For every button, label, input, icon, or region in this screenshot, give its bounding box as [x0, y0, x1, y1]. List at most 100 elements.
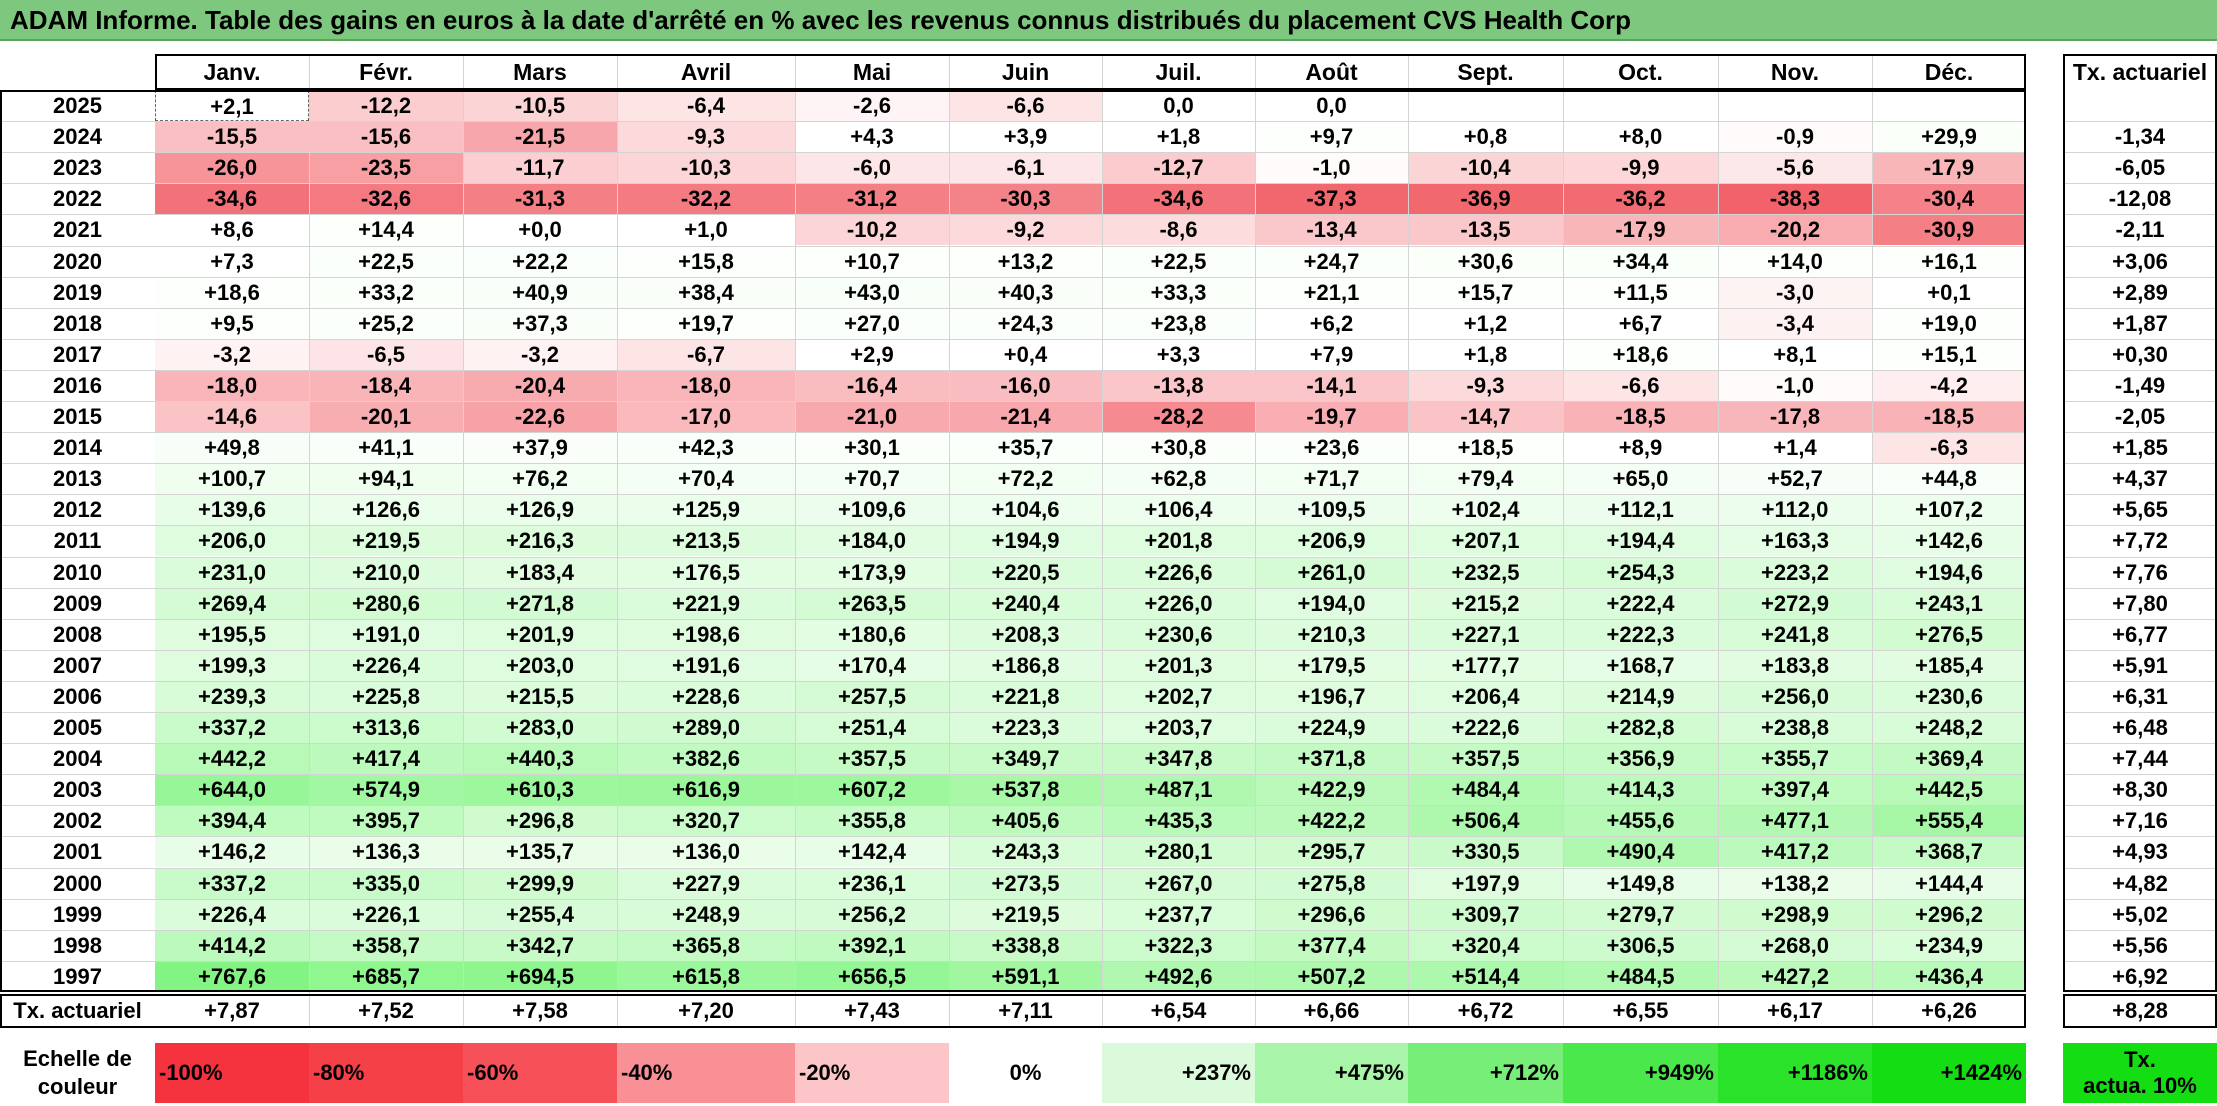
- table-cell: +24,3: [949, 307, 1102, 339]
- table-cell: +223,2: [1718, 556, 1872, 588]
- row-divider: [0, 369, 2026, 371]
- table-cell: +102,4: [1408, 494, 1563, 526]
- table-cell: +248,9: [617, 898, 795, 930]
- footer-cell: +7,87: [204, 997, 260, 1023]
- table-cell: +194,9: [949, 525, 1102, 557]
- table-cell: +487,1: [1102, 774, 1255, 806]
- table-cell: +138,2: [1718, 867, 1872, 899]
- table-cell: -21,4: [949, 401, 1102, 433]
- table-cell: +394,4: [155, 805, 309, 837]
- footer-cell: +6,54: [1150, 997, 1207, 1023]
- table-cell: +320,7: [617, 805, 795, 837]
- table-cell: +173,9: [795, 556, 949, 588]
- column-divider: [1408, 54, 1409, 1028]
- table-cell: +261,0: [1255, 556, 1408, 588]
- row-divider: [2063, 401, 2217, 402]
- table-cell: +306,5: [1563, 929, 1718, 961]
- table-cell: +203,7: [1102, 712, 1255, 744]
- table-cell: +194,6: [1872, 556, 2026, 588]
- table-cell: -18,5: [1872, 401, 2026, 433]
- footer-cell: +7,11: [998, 997, 1053, 1023]
- year-label: 2012: [53, 497, 102, 523]
- column-divider: [795, 54, 796, 1028]
- row-divider: [0, 245, 2026, 247]
- table-cell: +142,4: [795, 836, 949, 868]
- row-divider: [2063, 494, 2217, 496]
- table-cell: +484,5: [1563, 960, 1718, 992]
- table-cell: -32,6: [309, 183, 463, 215]
- table-cell: +201,8: [1102, 525, 1255, 557]
- table-cell: +240,4: [949, 587, 1102, 619]
- column-divider: [949, 54, 950, 1028]
- table-cell: +197,9: [1408, 867, 1563, 899]
- row-divider: [0, 680, 2026, 682]
- table-cell: -18,0: [155, 369, 309, 401]
- row-divider: [2063, 121, 2217, 123]
- legend-swatch: +712%: [1408, 1043, 1563, 1103]
- table-cell: +382,6: [617, 743, 795, 775]
- table-cell: +198,6: [617, 618, 795, 650]
- table-cell: +216,3: [463, 525, 617, 557]
- rate-cell: -1,34: [2114, 124, 2166, 150]
- table-cell: +16,1: [1872, 245, 2026, 277]
- table-cell: +427,2: [1718, 960, 1872, 992]
- table-cell: +208,3: [949, 618, 1102, 650]
- table-cell: +506,4: [1408, 805, 1563, 837]
- table-cell: 0,0: [1255, 90, 1408, 122]
- row-divider: [0, 432, 2026, 434]
- table-cell: +149,8: [1563, 867, 1718, 899]
- table-cell: +395,7: [309, 805, 463, 837]
- year-label: 1998: [53, 932, 102, 958]
- table-cell: +109,5: [1255, 494, 1408, 526]
- table-cell: +226,6: [1102, 556, 1255, 588]
- legend-label: Echelle de couleur: [0, 1043, 155, 1103]
- table-cell: -19,7: [1255, 401, 1408, 433]
- table-cell: +223,3: [949, 712, 1102, 744]
- table-cell: +37,3: [463, 307, 617, 339]
- column-divider: [1102, 54, 1103, 1028]
- table-cell: +13,2: [949, 245, 1102, 277]
- rate-cell: +8,30: [2112, 777, 2168, 803]
- row-divider: [0, 463, 2026, 465]
- report-title: ADAM Informe. Table des gains en euros à…: [0, 0, 2217, 41]
- table-cell: -36,2: [1563, 183, 1718, 215]
- year-label: 2002: [53, 808, 102, 834]
- table-cell: +186,8: [949, 649, 1102, 681]
- month-header: Févr.: [359, 59, 413, 85]
- year-label: 2020: [53, 248, 102, 274]
- table-cell: +226,1: [309, 898, 463, 930]
- table-cell: -18,5: [1563, 401, 1718, 433]
- table-cell: +256,2: [795, 898, 949, 930]
- legend-rate-line2: actua. 10%: [2083, 1073, 2197, 1098]
- table-cell: -6,0: [795, 152, 949, 184]
- table-cell: +136,0: [617, 836, 795, 868]
- table-cell: -2,6: [795, 90, 949, 122]
- row-divider: [0, 712, 2026, 713]
- table-cell: +236,1: [795, 867, 949, 899]
- legend-swatch: +949%: [1563, 1043, 1718, 1103]
- table-cell: 0,0: [1102, 90, 1255, 122]
- row-divider: [0, 152, 2026, 154]
- row-divider: [2063, 960, 2217, 962]
- row-divider: [2063, 836, 2217, 838]
- legend-swatch: -20%: [795, 1043, 949, 1103]
- table-cell: +1,2: [1408, 307, 1563, 339]
- table-cell: +194,0: [1255, 587, 1408, 619]
- table-cell: +135,7: [463, 836, 617, 868]
- table-cell: +507,2: [1255, 960, 1408, 992]
- table-cell: +206,9: [1255, 525, 1408, 557]
- table-cell: +296,8: [463, 805, 617, 837]
- footer-cell: +6,17: [1767, 997, 1823, 1023]
- table-cell: [1408, 90, 1563, 122]
- table-cell: +338,8: [949, 929, 1102, 961]
- table-cell: +347,8: [1102, 743, 1255, 775]
- table-cell: +248,2: [1872, 712, 2026, 744]
- table-cell: +0,4: [949, 338, 1102, 370]
- table-cell: +206,0: [155, 525, 309, 557]
- table-cell: -6,6: [1563, 369, 1718, 401]
- table-cell: +685,7: [309, 960, 463, 992]
- row-divider: [0, 618, 2026, 620]
- table-cell: +142,6: [1872, 525, 2026, 557]
- table-cell: +377,4: [1255, 929, 1408, 961]
- rate-cell: +4,93: [2112, 839, 2168, 865]
